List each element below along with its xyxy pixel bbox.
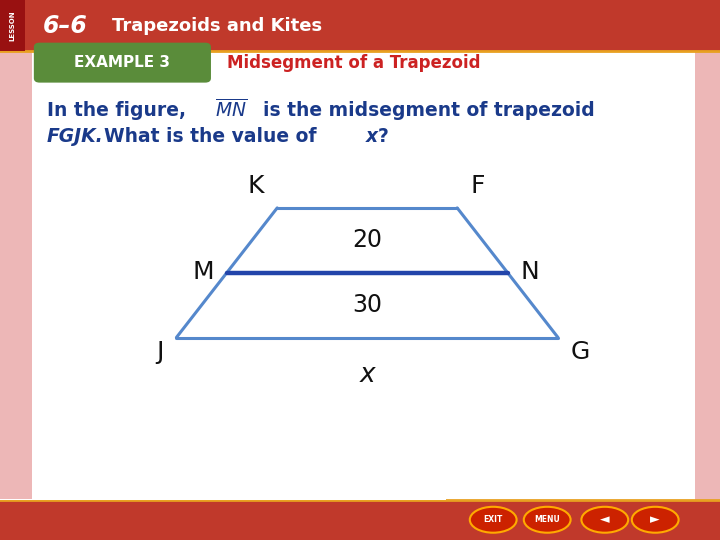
Text: is the midsegment of trapezoid: is the midsegment of trapezoid bbox=[263, 101, 595, 120]
FancyBboxPatch shape bbox=[0, 0, 25, 51]
Text: N: N bbox=[521, 260, 539, 284]
Text: Midsegment of a Trapezoid: Midsegment of a Trapezoid bbox=[227, 53, 480, 72]
Text: x: x bbox=[366, 126, 378, 146]
FancyBboxPatch shape bbox=[0, 500, 720, 540]
Text: G: G bbox=[571, 340, 590, 364]
Text: F: F bbox=[470, 174, 485, 198]
Text: Trapezoids and Kites: Trapezoids and Kites bbox=[112, 17, 322, 35]
Text: ◄: ◄ bbox=[600, 513, 610, 526]
Text: x: x bbox=[359, 362, 375, 388]
Text: What is the value of: What is the value of bbox=[104, 126, 317, 146]
Text: MENU: MENU bbox=[534, 515, 560, 524]
FancyBboxPatch shape bbox=[0, 51, 32, 500]
FancyBboxPatch shape bbox=[0, 499, 446, 500]
Text: EXAMPLE 3: EXAMPLE 3 bbox=[74, 55, 171, 70]
Text: J: J bbox=[156, 340, 163, 364]
Text: K: K bbox=[248, 174, 264, 198]
Ellipse shape bbox=[524, 507, 571, 532]
Text: 6–6: 6–6 bbox=[43, 14, 88, 38]
FancyBboxPatch shape bbox=[0, 0, 720, 51]
FancyBboxPatch shape bbox=[34, 43, 211, 83]
Text: $\overline{MN}$: $\overline{MN}$ bbox=[215, 99, 247, 120]
Text: FGJK.: FGJK. bbox=[47, 126, 104, 146]
FancyBboxPatch shape bbox=[32, 51, 695, 500]
FancyBboxPatch shape bbox=[695, 51, 720, 500]
Text: ?: ? bbox=[378, 126, 389, 146]
Text: 30: 30 bbox=[352, 293, 382, 317]
Text: LESSON: LESSON bbox=[9, 10, 15, 41]
Ellipse shape bbox=[582, 507, 628, 532]
Text: In the figure,: In the figure, bbox=[47, 101, 186, 120]
Text: M: M bbox=[192, 260, 214, 284]
Text: EXIT: EXIT bbox=[484, 515, 503, 524]
Ellipse shape bbox=[632, 507, 679, 532]
Text: ►: ► bbox=[650, 513, 660, 526]
Text: 20: 20 bbox=[352, 228, 382, 252]
Ellipse shape bbox=[470, 507, 517, 532]
